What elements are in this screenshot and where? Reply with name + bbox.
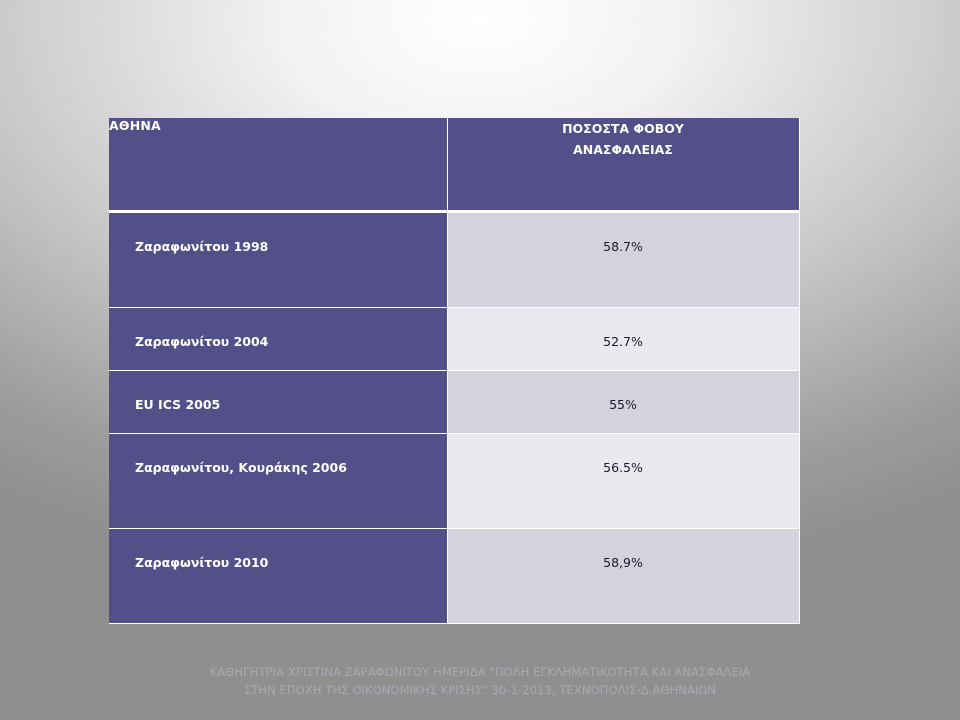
row-value: 55% xyxy=(447,370,800,434)
row-value: 58.7% xyxy=(447,211,800,308)
header-fear-rates: ΠΟΣΟΣΤΑ ΦΟΒΟΥ ΑΝΑΣΦΑΛΕΙΑΣ xyxy=(447,118,800,213)
table-row: Ζαραφωνίτου, Κουράκης 2006 56.5% xyxy=(109,433,800,529)
header-fear-rates-line1: ΠΟΣΟΣΤΑ ΦΟΒΟΥ xyxy=(562,121,684,136)
row-value: 58,9% xyxy=(447,528,800,624)
footer-line-2: ΣΤΗΝ ΕΠΟΧΗ ΤΗΣ ΟΙΚΟΝΟΜΙΚΗΣ ΚΡΙΣΗΣ" 30-1-… xyxy=(243,683,717,697)
row-label: Ζαραφωνίτου 2004 xyxy=(109,307,448,371)
row-label: EU ICS 2005 xyxy=(109,370,448,434)
row-value: 52.7% xyxy=(447,307,800,371)
slide-footer: ΚΑΘΗΓΗΤΡΙΑ ΧΡΙΣΤΙΝΑ ΖΑΡΑΦΩΝΙΤΟΥ ΗΜΕΡΙΔΑ … xyxy=(150,663,810,699)
table-row: Ζαραφωνίτου 2004 52.7% xyxy=(109,307,800,371)
table-header-row: ΑΘΗΝΑ ΠΟΣΟΣΤΑ ΦΟΒΟΥ ΑΝΑΣΦΑΛΕΙΑΣ xyxy=(109,118,800,213)
header-city: ΑΘΗΝΑ xyxy=(109,118,448,213)
footer-line-1: ΚΑΘΗΓΗΤΡΙΑ ΧΡΙΣΤΙΝΑ ΖΑΡΑΦΩΝΙΤΟΥ ΗΜΕΡΙΔΑ … xyxy=(209,665,751,679)
data-table: ΑΘΗΝΑ ΠΟΣΟΣΤΑ ΦΟΒΟΥ ΑΝΑΣΦΑΛΕΙΑΣ Ζαραφωνί… xyxy=(109,118,800,624)
row-value: 56.5% xyxy=(447,433,800,529)
table-row: EU ICS 2005 55% xyxy=(109,370,800,434)
row-label: Ζαραφωνίτου 1998 xyxy=(109,211,448,308)
row-label: Ζαραφωνίτου 2010 xyxy=(109,528,448,624)
table-row: Ζαραφωνίτου 1998 58.7% xyxy=(109,211,800,308)
table-row: Ζαραφωνίτου 2010 58,9% xyxy=(109,528,800,624)
row-label: Ζαραφωνίτου, Κουράκης 2006 xyxy=(109,433,448,529)
header-fear-rates-line2: ΑΝΑΣΦΑΛΕΙΑΣ xyxy=(573,142,673,157)
